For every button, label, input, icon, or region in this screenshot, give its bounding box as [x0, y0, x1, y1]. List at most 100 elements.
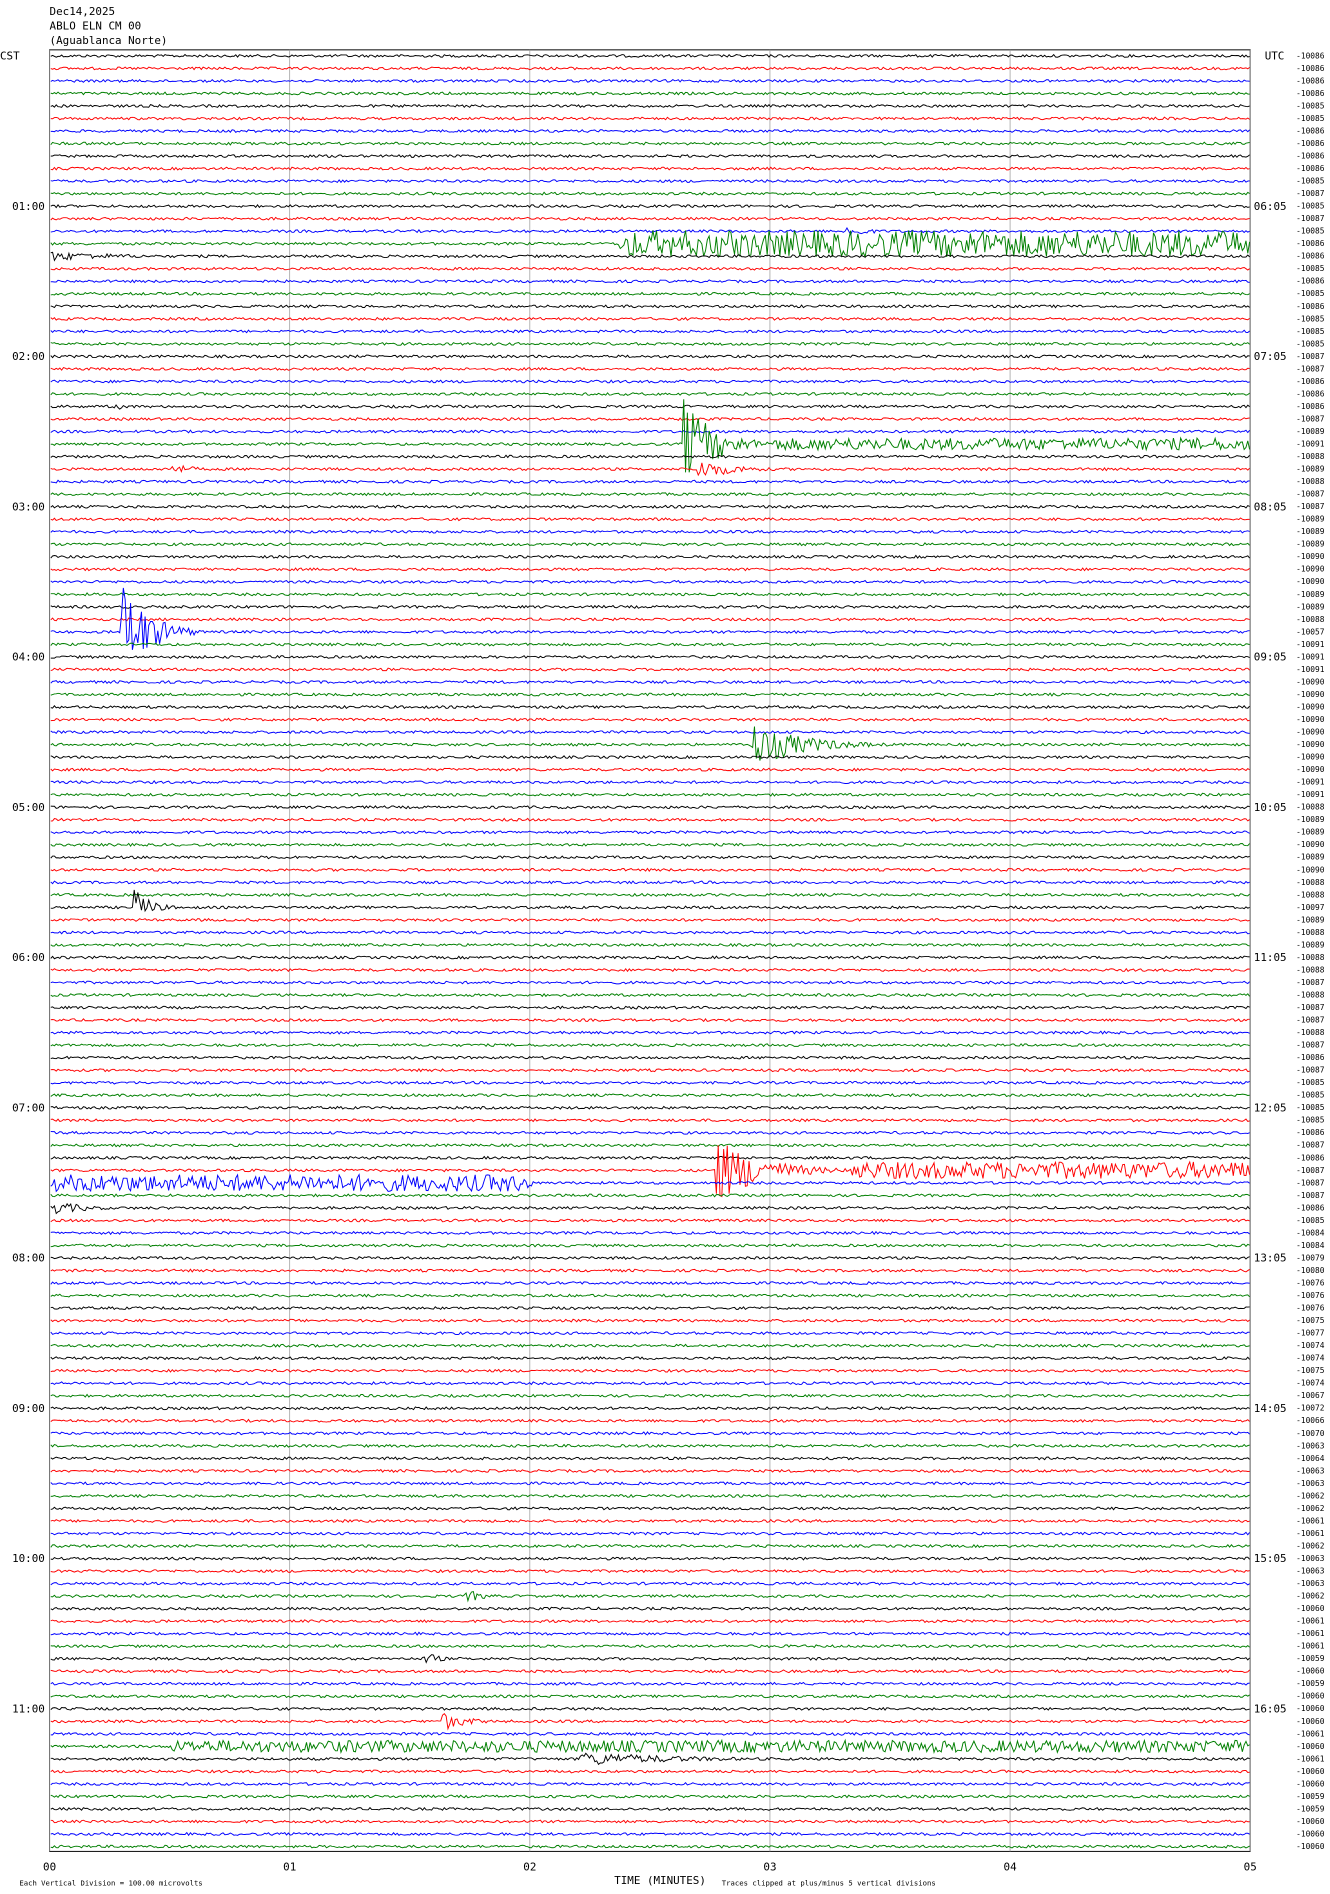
- line-offset: -10088: [1296, 1028, 1325, 1037]
- line-offset: -10061: [1296, 1629, 1325, 1638]
- line-offset: -10090: [1296, 765, 1325, 774]
- line-offset: -10089: [1296, 815, 1325, 824]
- trace: [50, 980, 1250, 985]
- right-hour: 11:05: [1254, 951, 1287, 964]
- trace: [50, 391, 1250, 397]
- trace: [50, 1331, 1250, 1336]
- left-hour: 08:00: [12, 1252, 45, 1265]
- left-hour: 07:00: [12, 1101, 45, 1114]
- line-offset: -10064: [1296, 1454, 1325, 1463]
- trace: [50, 1281, 1250, 1286]
- station: ABLO ELN CM 00: [50, 19, 142, 32]
- trace: [50, 91, 1250, 96]
- trace: [50, 1293, 1250, 1298]
- trace: [50, 1712, 1250, 1731]
- line-offset: -10089: [1296, 828, 1325, 837]
- trace: [50, 867, 1250, 873]
- line-offset: -10086: [1296, 164, 1325, 173]
- trace: [50, 178, 1250, 184]
- line-offset: -10079: [1296, 1253, 1325, 1262]
- trace: [50, 889, 1250, 913]
- line-offset: -10063: [1296, 1566, 1325, 1575]
- trace: [50, 554, 1250, 559]
- trace: [50, 1118, 1250, 1123]
- line-offset: -10060: [1296, 1742, 1325, 1751]
- line-offset: -10063: [1296, 1579, 1325, 1588]
- trace: [50, 726, 1250, 761]
- trace: [50, 1590, 1250, 1603]
- left-hour: 09:00: [12, 1402, 45, 1415]
- line-offset: -10088: [1296, 803, 1325, 812]
- x-title: TIME (MINUTES): [614, 1874, 706, 1887]
- line-offset: -10059: [1296, 1804, 1325, 1813]
- line-offset: -10088: [1296, 878, 1325, 887]
- trace: [50, 66, 1250, 71]
- trace: [50, 567, 1250, 572]
- line-offset: -10086: [1296, 1203, 1325, 1212]
- line-offset: -10090: [1296, 677, 1325, 686]
- trace: [50, 942, 1250, 948]
- x-tick-label: 05: [1244, 1861, 1257, 1874]
- line-offset: -10089: [1296, 940, 1325, 949]
- trace: [50, 204, 1250, 209]
- trace: [50, 1606, 1250, 1611]
- line-offset: -10089: [1296, 602, 1325, 611]
- trace: [50, 1105, 1250, 1110]
- right-hour: 07:05: [1254, 350, 1287, 363]
- line-offset: -10062: [1296, 1541, 1325, 1550]
- trace: [50, 291, 1250, 296]
- trace: [50, 1306, 1250, 1311]
- line-offset: -10063: [1296, 1441, 1325, 1450]
- line-offset: -10076: [1296, 1278, 1325, 1287]
- trace: [50, 354, 1250, 359]
- line-offset: -10091: [1296, 790, 1325, 799]
- line-offset: -10089: [1296, 527, 1325, 536]
- right-zone: UTC: [1265, 50, 1285, 63]
- trace: [50, 1619, 1250, 1624]
- trace: [50, 755, 1250, 760]
- trace: [50, 1581, 1250, 1586]
- trace: [50, 529, 1250, 534]
- line-offset: -10086: [1296, 277, 1325, 286]
- clip-note: Traces clipped at plus/minus 5 vertical …: [722, 1878, 936, 1887]
- trace: [50, 679, 1250, 685]
- line-offset: -10085: [1296, 327, 1325, 336]
- trace: [50, 1381, 1250, 1386]
- line-offset: -10090: [1296, 715, 1325, 724]
- trace: [50, 1752, 1250, 1766]
- line-offset: -10086: [1296, 139, 1325, 148]
- line-offset: -10087: [1296, 490, 1325, 499]
- trace: [50, 1806, 1250, 1811]
- line-offset: -10097: [1296, 903, 1325, 912]
- line-offset: -10063: [1296, 1466, 1325, 1475]
- left-hour: 11:00: [12, 1702, 45, 1715]
- trace: [50, 251, 1250, 262]
- trace: [50, 1093, 1250, 1098]
- trace: [50, 1769, 1250, 1774]
- line-offset: -10091: [1296, 652, 1325, 661]
- left-hour: 05:00: [12, 801, 45, 814]
- line-offset: -10087: [1296, 364, 1325, 373]
- line-offset: -10091: [1296, 440, 1325, 449]
- trace: [50, 717, 1250, 722]
- left-zone: CST: [0, 50, 20, 63]
- trace: [50, 429, 1250, 434]
- line-offset: -10089: [1296, 515, 1325, 524]
- line-offset: -10089: [1296, 853, 1325, 862]
- line-offset: -10072: [1296, 1404, 1325, 1413]
- trace: [50, 1155, 1250, 1160]
- right-hour: 16:05: [1254, 1702, 1287, 1715]
- right-hour: 13:05: [1254, 1252, 1287, 1265]
- trace: [50, 304, 1250, 309]
- trace: [50, 316, 1250, 321]
- trace: [50, 1706, 1250, 1711]
- trace: [50, 1681, 1250, 1686]
- line-offset: -10060: [1296, 1704, 1325, 1713]
- trace: [50, 604, 1250, 609]
- line-offset: -10089: [1296, 465, 1325, 474]
- line-offset: -10085: [1296, 101, 1325, 110]
- line-offset: -10059: [1296, 1654, 1325, 1663]
- right-hour: 09:05: [1254, 651, 1287, 664]
- trace: [50, 1393, 1250, 1398]
- trace: [50, 1230, 1250, 1236]
